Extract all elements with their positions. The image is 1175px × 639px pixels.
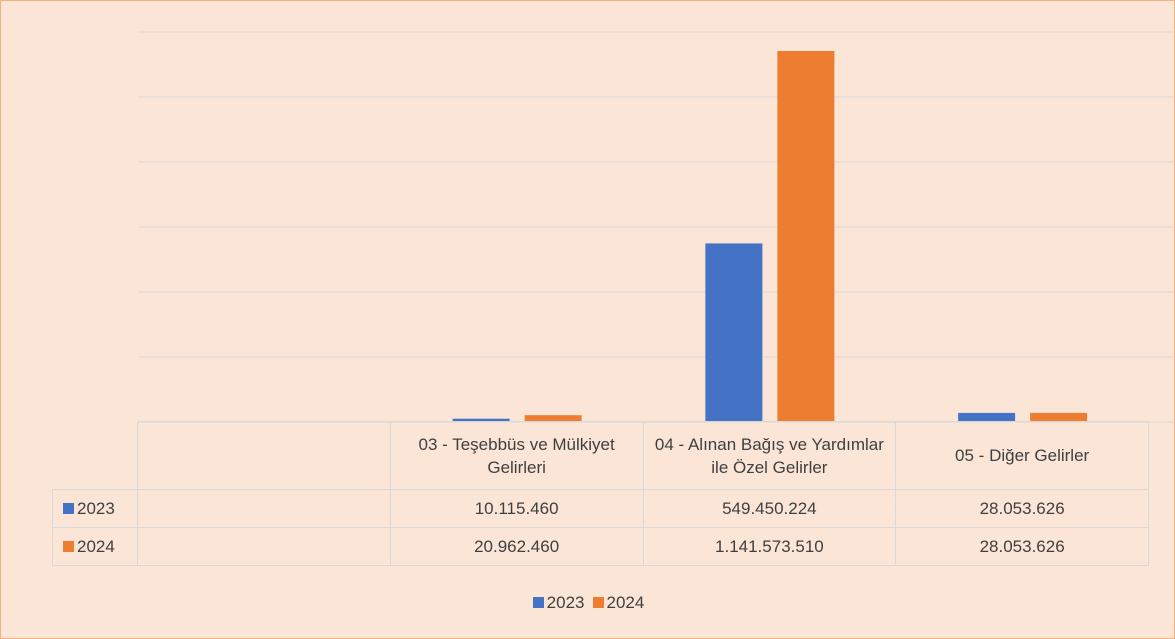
legend-key	[532, 597, 544, 608]
table-value-cell	[137, 527, 391, 566]
legend: 2023 2024	[1, 593, 1174, 613]
series-name: 2023	[77, 499, 115, 518]
table-value-cell: 28.053.626	[895, 527, 1149, 566]
legend-label: 2023	[546, 593, 585, 612]
series-name: 2024	[77, 537, 115, 556]
bar	[452, 418, 510, 422]
legend-key	[63, 541, 74, 552]
table-series-cell: 2024	[52, 527, 138, 566]
bar	[524, 415, 582, 422]
bar	[958, 412, 1016, 422]
table-value-cell: 549.450.224	[642, 489, 897, 528]
table-value-cell: 28.053.626	[895, 489, 1149, 528]
table-header-cell: 04 - Alınan Bağış ve Yardımlar ile Özel …	[642, 421, 897, 490]
table-header-cell	[137, 421, 391, 490]
table-value-cell: 20.962.460	[389, 527, 644, 566]
table-value-cell: 1.141.573.510	[642, 527, 897, 566]
legend-key	[592, 597, 604, 608]
table-series-cell: 2023	[52, 489, 138, 528]
table-value-cell	[137, 489, 391, 528]
legend-label: 2024	[606, 593, 645, 612]
table-header-cell: 03 - Teşebbüs ve Mülkiyet Gelirleri	[389, 421, 644, 490]
bar	[777, 50, 835, 422]
table-value-cell: 10.115.460	[389, 489, 644, 528]
legend-item: 2023	[532, 593, 585, 612]
bar	[1030, 412, 1088, 422]
table-header-cell: 05 - Diğer Gelirler	[895, 421, 1149, 490]
legend-item: 2024	[592, 593, 645, 612]
bar	[705, 243, 763, 422]
legend-key	[63, 503, 74, 514]
